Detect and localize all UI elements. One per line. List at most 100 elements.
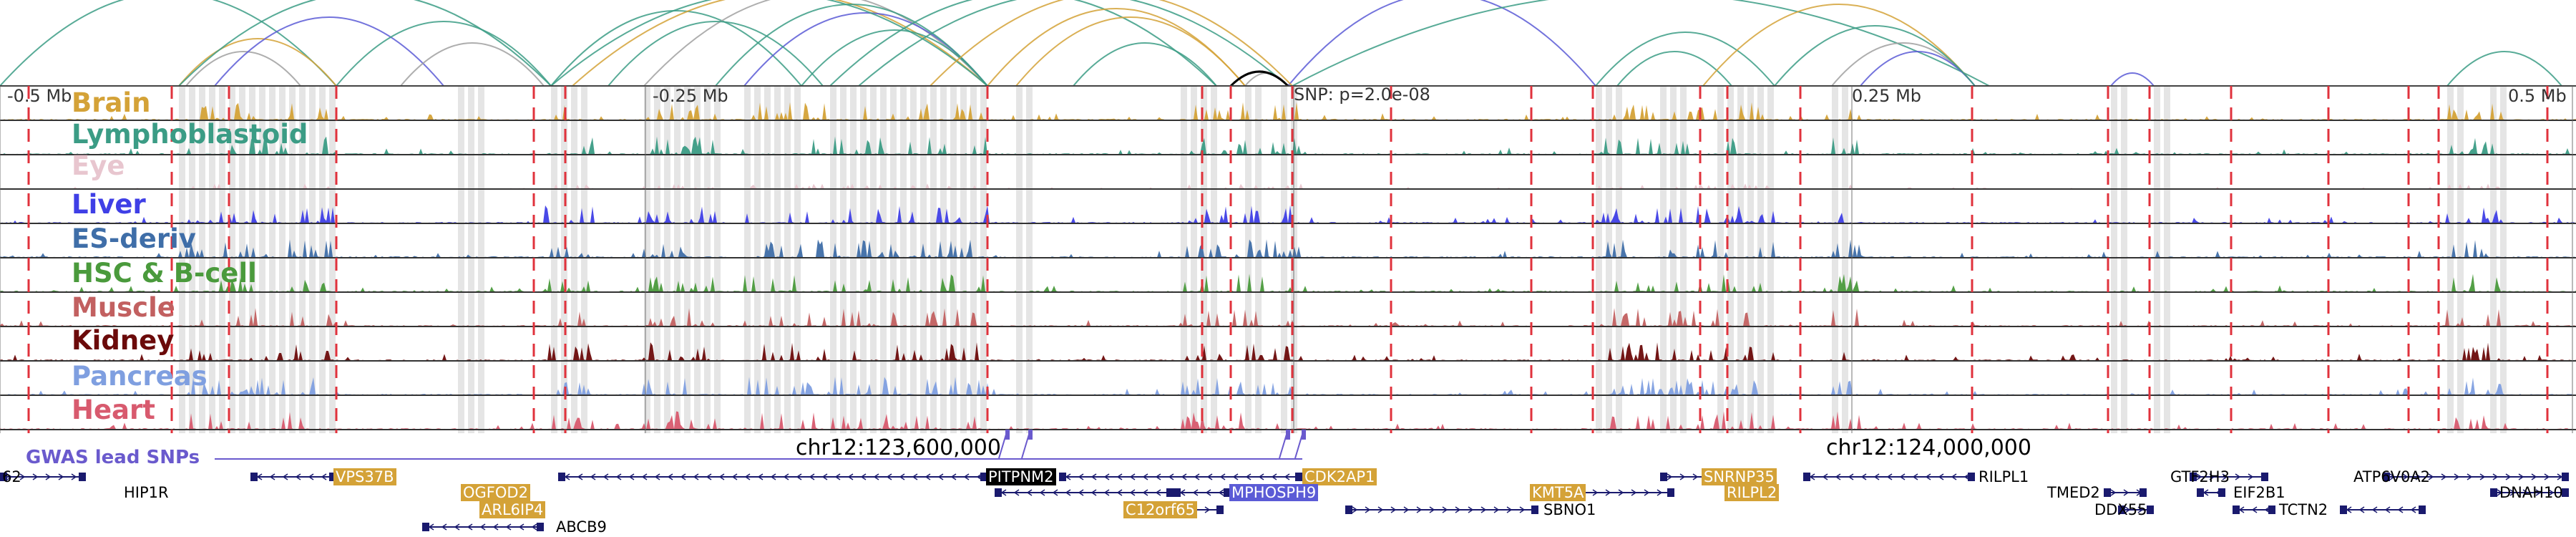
track-label-liver: Liver [72, 189, 146, 220]
gene-exon [0, 473, 7, 481]
gene-strand-arrow [886, 473, 892, 480]
shade-stripe [1670, 86, 1677, 433]
shade-stripe [571, 86, 577, 433]
gene-strand-arrow [2123, 489, 2129, 496]
gene-strand-arrow [2492, 473, 2499, 480]
gene-label: OGFOD2 [461, 484, 530, 501]
gene-strand-arrow [796, 473, 802, 480]
gene-label: DNAH10 [2499, 484, 2563, 501]
gene-strand-arrow [602, 473, 609, 480]
shade-stripe [830, 86, 836, 433]
gene-label: RILPL2 [1724, 484, 1780, 501]
gene-strand-arrow [1605, 489, 1611, 496]
shade-stripe [2447, 86, 2454, 433]
gene-strand-arrow [1365, 506, 1371, 513]
gwas-lead-snps-label: GWAS lead SNPs [26, 447, 200, 468]
gene-strand-arrow [2389, 473, 2396, 480]
gene-strand-arrow [2124, 506, 2131, 513]
gene-strand-arrow [2544, 473, 2550, 480]
gene-label: ABCB9 [556, 518, 607, 536]
gene-exon [1166, 488, 1174, 497]
gene-strand-arrow [1129, 473, 1136, 480]
shade-stripe [1747, 86, 1754, 433]
gene-exon [1295, 473, 1302, 481]
gene-strand-arrow [950, 473, 957, 480]
shade-stripe [970, 86, 977, 433]
gene-strand-arrow [937, 473, 944, 480]
gene-exon [1667, 488, 1674, 497]
shade-stripe [1842, 86, 1848, 433]
interaction-arc [2446, 51, 2562, 87]
gene-strand-arrow [1284, 473, 1290, 480]
gene-label: DDX55 [2094, 501, 2147, 518]
shade-stripe [458, 86, 464, 433]
gene-strand-arrow [1142, 473, 1148, 480]
gene-strand-arrow [2397, 506, 2404, 513]
shade-stripe [2164, 86, 2170, 433]
gene-strand-arrow [1938, 473, 1944, 480]
gene-strand-arrow [1860, 473, 1867, 480]
gene-strand-arrow [1493, 506, 1500, 513]
interaction-arc [550, 0, 988, 87]
track-label-muscle: Muscle [72, 292, 175, 323]
gene-strand-arrow [1091, 473, 1097, 480]
gene-exon [1224, 488, 1231, 497]
gene-strand-arrow [654, 473, 660, 480]
gene-strand-arrow [71, 473, 77, 480]
shade-stripe [189, 86, 195, 433]
gene-strand-arrow [441, 523, 447, 531]
gene-strand-arrow [860, 473, 867, 480]
shade-stripe [1211, 86, 1217, 433]
gene-label: MPHOSPH9 [1229, 484, 1319, 501]
gene-strand-arrow [1822, 473, 1828, 480]
gene-strand-arrow [1026, 489, 1033, 496]
gene-strand-arrow [1886, 473, 1893, 480]
gene-strand-arrow [1592, 489, 1599, 496]
gene-strand-arrow [963, 473, 970, 480]
gene-exon [1660, 473, 1667, 481]
gene-strand-arrow [2384, 506, 2391, 513]
interaction-arc [185, 51, 301, 87]
gene-exon [2419, 505, 2426, 514]
gene-strand-arrow [1692, 473, 1699, 480]
gene-strand-arrow [1442, 506, 1448, 513]
snp-pvalue-label: SNP: p=2.0e-08 [1294, 84, 1430, 105]
gene-strand-arrow [2235, 473, 2241, 480]
gene-strand-arrow [757, 473, 763, 480]
gene-strand-arrow [2371, 506, 2378, 513]
gene-exon [537, 523, 544, 531]
gene-strand-arrow [1205, 489, 1211, 496]
gene-label: TCTN2 [2279, 501, 2328, 518]
shade-stripe [900, 86, 907, 433]
interaction-arc [0, 0, 337, 87]
gene-strand-arrow [641, 473, 648, 480]
interaction-arc [1015, 16, 1246, 87]
snp-interaction-arc [1229, 70, 1289, 87]
gene-strand-arrow [1103, 489, 1110, 496]
gene-strand-arrow [32, 473, 39, 480]
gene-label: TMED2 [2047, 484, 2100, 501]
track-label-lymphoblastoid: Lymphoblastoid [72, 119, 308, 150]
shade-stripe [1026, 86, 1033, 433]
shade-stripe [850, 86, 857, 433]
shade-stripe [209, 86, 215, 433]
shade-stripe [890, 86, 897, 433]
gene-strand-arrow [1013, 489, 1020, 496]
gene-strand-arrow [45, 473, 52, 480]
gwas-snp-marker [1302, 430, 1306, 440]
gene-label: HIP1R [124, 484, 169, 501]
shade-stripe [980, 86, 987, 433]
axis-label-minus-0-25mb: -0.25 Mb [653, 86, 728, 106]
gene-exon [1216, 505, 1224, 514]
gene-exon [1059, 473, 1066, 481]
gene-exon [2562, 473, 2569, 481]
gene-strand-arrow [680, 473, 686, 480]
gene-strand-arrow [505, 523, 512, 531]
shade-stripe [644, 86, 650, 433]
gene-strand-arrow [1155, 473, 1161, 480]
gene-strand-arrow [454, 523, 460, 531]
interaction-arc [550, 10, 802, 87]
shade-stripe [1245, 86, 1252, 433]
shade-stripe [468, 86, 474, 433]
